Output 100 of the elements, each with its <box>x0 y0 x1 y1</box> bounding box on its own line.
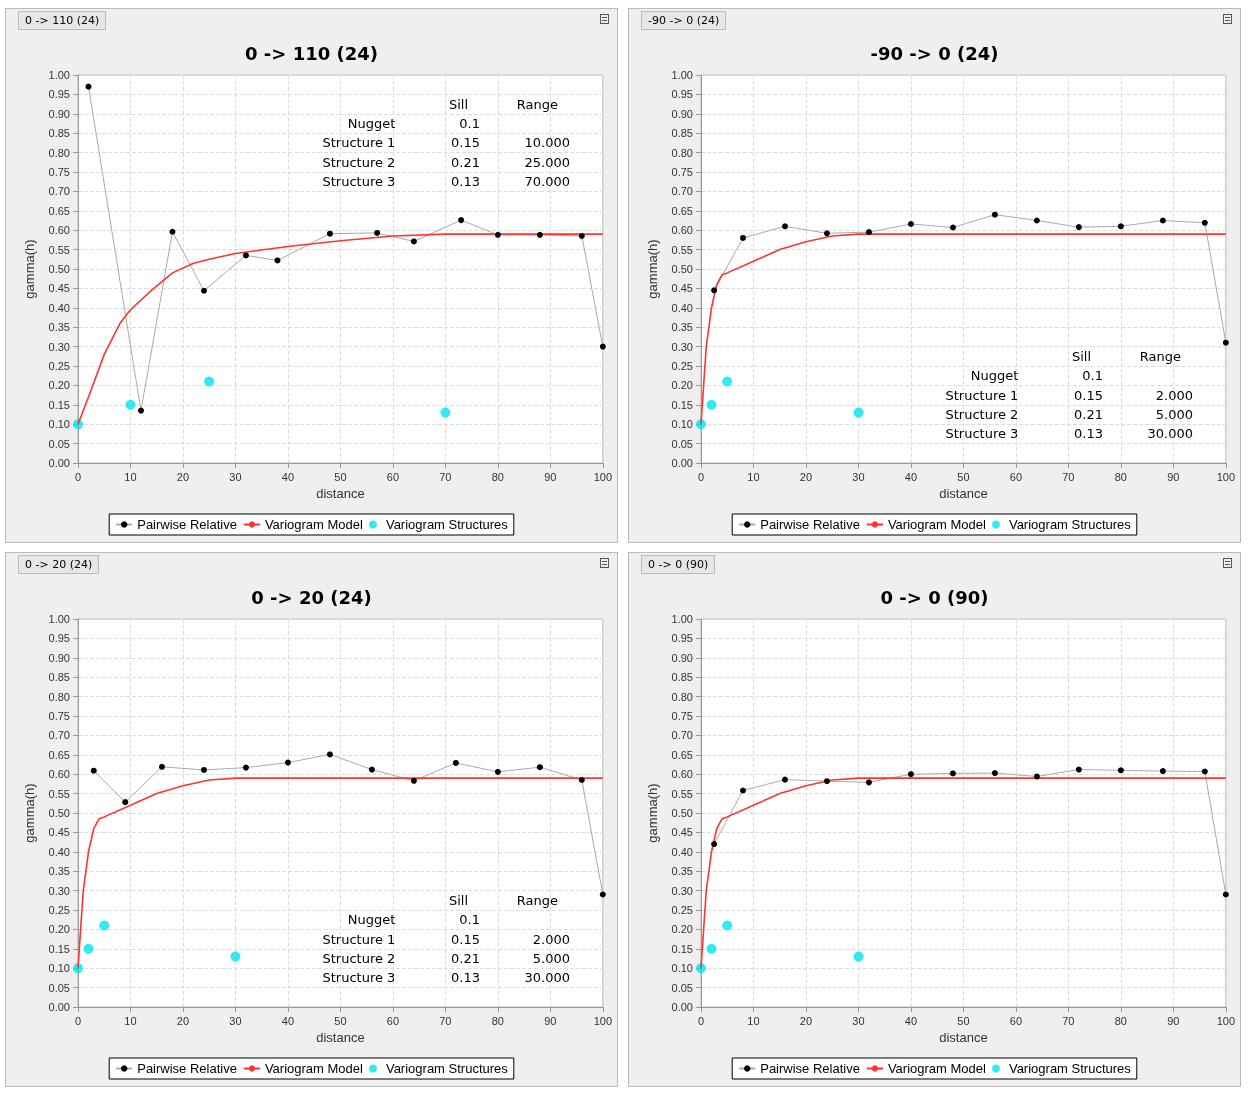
y-tick-label: 0.75 <box>671 710 693 722</box>
x-tick-label: 80 <box>491 470 504 483</box>
legend-label: Variogram Model <box>264 517 364 532</box>
y-tick-label: 0.20 <box>48 379 70 392</box>
y-tick-label: 0.55 <box>671 243 693 256</box>
point <box>200 766 207 773</box>
legend-label: Variogram Model <box>264 1061 364 1076</box>
annotation: 30.000 <box>1147 426 1193 442</box>
x-tick-label: 40 <box>904 1014 918 1027</box>
point <box>452 759 459 766</box>
point <box>711 287 718 294</box>
y-tick-label: 1.00 <box>48 613 70 625</box>
annotation: 0.1 <box>459 116 481 131</box>
point <box>722 376 733 387</box>
y-tick-label: 0.90 <box>48 651 70 664</box>
annotation: Nugget <box>970 368 1019 384</box>
y-tick-label: 1.00 <box>671 613 693 625</box>
annotation: Nugget <box>347 912 396 928</box>
point <box>1033 773 1040 780</box>
point <box>230 951 241 962</box>
y-tick-label: 0.20 <box>671 923 693 936</box>
x-tick-label: 100 <box>593 1014 612 1027</box>
x-tick-label: 70 <box>1062 470 1075 483</box>
y-tick-label: 0.70 <box>48 729 70 742</box>
point <box>169 228 176 235</box>
y-tick-label: 0.35 <box>48 865 70 878</box>
y-tick-label: 0.75 <box>671 166 693 178</box>
annotation: Range <box>1139 348 1181 364</box>
y-tick-label: 0.95 <box>671 88 693 101</box>
x-tick-label: 20 <box>176 470 190 483</box>
point <box>90 767 97 774</box>
y-tick-label: 0.55 <box>48 787 70 800</box>
point <box>578 233 585 240</box>
annotation: 0.21 <box>451 951 481 966</box>
point <box>1033 217 1040 224</box>
y-tick-label: 0.15 <box>48 398 70 411</box>
x-tick-label: 20 <box>799 1014 813 1027</box>
y-tick-label: 0.60 <box>48 224 70 237</box>
annotation: 30.000 <box>524 970 570 986</box>
y-tick-label: 0.15 <box>48 942 70 955</box>
y-tick-label: 0.40 <box>48 301 70 314</box>
y-tick-label: 0.65 <box>671 204 693 217</box>
text: 0 -> 110 (24) <box>18 11 107 30</box>
x-tick-label: 30 <box>852 1014 865 1027</box>
y-tick-label: 0.35 <box>48 321 70 334</box>
annotation: 0.15 <box>451 135 481 151</box>
y-tick-label: 0.70 <box>671 185 693 198</box>
point <box>1222 339 1229 346</box>
annotation: 0.1 <box>1082 368 1104 384</box>
point <box>1117 767 1124 774</box>
y-tick-label: 0.95 <box>48 88 70 101</box>
y-tick-label: 0.60 <box>48 768 70 781</box>
annotation: 2.000 <box>532 931 570 947</box>
y-tick-label: 0.95 <box>671 632 693 645</box>
point <box>599 343 606 350</box>
y-tick-label: 0.55 <box>48 243 70 256</box>
y-tick-label: 0.45 <box>48 282 70 295</box>
point <box>853 407 864 418</box>
annotation: Structure 1 <box>322 931 396 947</box>
point <box>536 764 543 771</box>
point <box>578 777 585 784</box>
y-tick-label: 0.00 <box>48 457 70 469</box>
x-axis-title: distance <box>939 1029 988 1045</box>
point <box>410 777 417 784</box>
y-tick-label: 0.10 <box>671 418 693 431</box>
y-tick-label: 0.20 <box>48 923 70 936</box>
annotation: Range <box>516 892 558 908</box>
y-axis-title: gamma(h) <box>645 239 660 299</box>
point <box>326 230 333 237</box>
y-tick-label: 0.00 <box>48 1001 70 1013</box>
y-tick-label: 0.50 <box>671 807 693 819</box>
y-tick-label: 0.65 <box>48 748 70 761</box>
y-tick-label: 0.35 <box>671 865 693 878</box>
y-tick-label: 0.65 <box>671 748 693 761</box>
annotation: 0.13 <box>451 174 481 190</box>
x-tick-label: 70 <box>439 1014 452 1027</box>
point <box>204 376 215 387</box>
x-tick-label: 50 <box>957 1014 970 1027</box>
x-tick-label: 100 <box>593 470 612 483</box>
x-tick-label: 60 <box>1009 470 1023 483</box>
point <box>739 787 746 794</box>
y-tick-label: 0.85 <box>671 671 693 684</box>
y-tick-label: 0.15 <box>671 398 693 411</box>
point <box>1159 217 1166 224</box>
x-tick-label: 20 <box>176 1014 190 1027</box>
x-tick-label: 60 <box>386 1014 400 1027</box>
x-tick-label: 90 <box>544 1014 557 1027</box>
y-tick-label: 0.15 <box>671 942 693 955</box>
x-tick-label: 10 <box>747 470 760 483</box>
legend-label: Pairwise Relative <box>137 1061 237 1076</box>
x-tick-label: 0 <box>74 1014 82 1027</box>
legend-label: Pairwise Relative <box>760 517 860 532</box>
point <box>368 766 375 773</box>
y-tick-label: 0.05 <box>671 981 693 994</box>
y-tick-label: 0.75 <box>48 710 70 722</box>
point <box>137 407 144 414</box>
y-tick-label: 0.45 <box>48 826 70 839</box>
text: -90 -> 0 (24) <box>641 11 727 30</box>
annotation: Structure 3 <box>945 426 1019 442</box>
point <box>865 779 872 786</box>
